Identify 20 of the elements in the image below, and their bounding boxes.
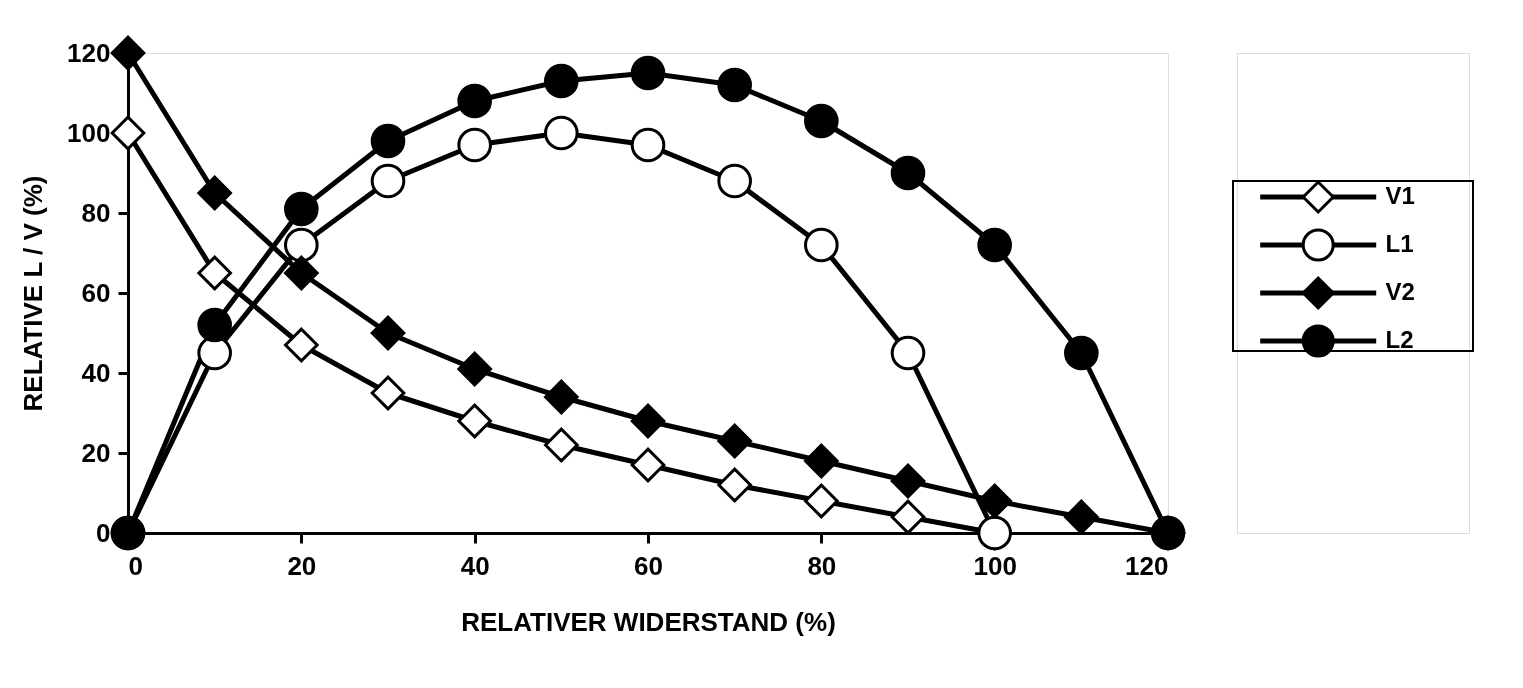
y-tick-label: 100 (67, 117, 111, 148)
x-tick-label: 120 (1125, 550, 1169, 581)
legend-label: V2 (1385, 278, 1415, 305)
y-tick-label: 0 (96, 517, 111, 548)
legend-label: L1 (1385, 230, 1414, 257)
x-tick-label: 40 (460, 550, 490, 581)
legend-label: L2 (1385, 326, 1414, 353)
y-axis-title: RELATIVE L / V (%) (18, 175, 49, 412)
x-tick-label: 60 (634, 550, 663, 581)
y-tick-label: 40 (81, 357, 111, 388)
y-tick-label: 60 (81, 277, 111, 308)
x-tick-label: 0 (128, 550, 143, 581)
y-tick-label: 20 (81, 437, 111, 468)
legend-label: V1 (1385, 182, 1415, 209)
x-tick-label: 80 (807, 550, 837, 581)
y-tick-label: 120 (67, 37, 111, 68)
x-tick-label: 100 (973, 550, 1017, 581)
y-tick-label: 80 (81, 197, 111, 228)
x-axis-title: RELATIVER WIDERSTAND (%) (461, 606, 836, 637)
x-tick-label: 20 (287, 550, 317, 581)
